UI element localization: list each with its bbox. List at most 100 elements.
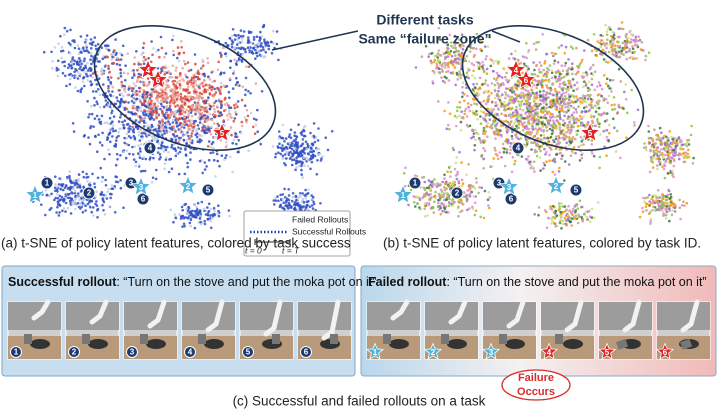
scatter-dot bbox=[65, 29, 69, 33]
scatter-dot bbox=[158, 125, 161, 128]
scatter-dot bbox=[459, 210, 462, 214]
scatter-dot bbox=[249, 111, 253, 115]
scatter-dot bbox=[597, 106, 601, 110]
scatter-dot bbox=[551, 82, 554, 86]
scatter-dot bbox=[195, 94, 199, 97]
scatter-dot bbox=[491, 127, 494, 130]
scatter-dot bbox=[89, 69, 93, 73]
scatter-dot bbox=[216, 110, 220, 113]
scatter-dot bbox=[482, 116, 485, 120]
scatter-dot bbox=[94, 134, 97, 138]
scatter-dot bbox=[642, 196, 645, 200]
scatter-dot bbox=[131, 153, 135, 156]
scatter-dot bbox=[213, 107, 216, 111]
scatter-dot bbox=[111, 90, 114, 93]
scatter-dot bbox=[143, 81, 146, 85]
scatter-dot bbox=[194, 62, 197, 66]
scatter-dot bbox=[444, 55, 447, 59]
scatter-dot bbox=[62, 200, 66, 203]
scatter-dot bbox=[533, 95, 536, 99]
scatter-dot bbox=[461, 182, 465, 185]
scatter-dot bbox=[97, 88, 100, 91]
scatter-dot bbox=[183, 101, 187, 105]
scatter-dot bbox=[90, 104, 93, 108]
scatter-dot bbox=[598, 99, 601, 103]
scatter-dot bbox=[475, 103, 479, 106]
scatter-dot bbox=[565, 135, 568, 139]
scatter-dot bbox=[106, 136, 109, 139]
scatter-dot bbox=[201, 96, 205, 100]
scatter-dot bbox=[666, 172, 670, 175]
scatter-dot bbox=[178, 74, 182, 78]
scatter-dot bbox=[127, 110, 130, 114]
scatter-dot bbox=[164, 158, 168, 161]
scatter-dot bbox=[453, 167, 457, 171]
scatter-dot bbox=[107, 78, 110, 82]
scatter-dot bbox=[139, 109, 143, 113]
scatter-dot bbox=[291, 158, 294, 162]
scatter-dot bbox=[580, 110, 584, 113]
scatter-dot bbox=[199, 220, 202, 224]
scatter-dot bbox=[141, 137, 144, 140]
scatter-dot bbox=[283, 162, 286, 165]
scatter-dot bbox=[672, 164, 676, 168]
scatter-dot bbox=[471, 185, 475, 188]
scatter-dot bbox=[172, 34, 175, 38]
scatter-dot bbox=[207, 158, 211, 162]
scatter-dot bbox=[113, 102, 117, 106]
scatter-dot bbox=[551, 113, 554, 116]
scatter-dot bbox=[240, 98, 244, 102]
scatter-dot bbox=[68, 188, 72, 191]
scatter-dot bbox=[163, 73, 166, 76]
scatter-dot bbox=[187, 85, 190, 89]
scatter-dot bbox=[75, 179, 78, 182]
scatter-dot bbox=[193, 53, 197, 56]
scatter-dot bbox=[192, 122, 195, 125]
scatter-dot bbox=[536, 111, 539, 114]
scatter-dot bbox=[216, 159, 219, 163]
scatter-dot bbox=[208, 107, 212, 111]
scatter-dot bbox=[64, 74, 67, 78]
scatter-dot bbox=[165, 156, 168, 159]
scatter-dot bbox=[96, 102, 99, 106]
scatter-dot bbox=[188, 109, 191, 112]
scatter-dot bbox=[308, 205, 312, 209]
scatter-dot bbox=[233, 38, 237, 41]
scatter-dot bbox=[674, 151, 677, 154]
scatter-dot bbox=[86, 175, 90, 179]
scatter-dot bbox=[468, 192, 472, 196]
scatter-dot bbox=[489, 107, 493, 111]
scatter-dot bbox=[131, 145, 134, 149]
scatter-dot bbox=[219, 81, 223, 85]
scatter-dot bbox=[56, 190, 59, 193]
scatter-dot bbox=[237, 148, 241, 152]
scatter-dot bbox=[494, 104, 498, 107]
scatter-dot bbox=[463, 92, 466, 96]
scatter-dot bbox=[123, 119, 127, 122]
scatter-dot bbox=[141, 51, 145, 55]
scatter-dot bbox=[662, 146, 666, 150]
scatter-dot bbox=[176, 56, 179, 60]
scatter-dot bbox=[471, 205, 474, 209]
scatter-dot bbox=[663, 164, 667, 168]
scatter-dot bbox=[673, 210, 677, 213]
scatter-dot bbox=[174, 69, 178, 72]
scatter-dot bbox=[74, 67, 77, 71]
scatter-dot bbox=[160, 141, 164, 145]
scatter-dot bbox=[150, 99, 153, 103]
scatter-dot bbox=[656, 154, 659, 158]
scatter-dot bbox=[118, 89, 121, 92]
scatter-dot bbox=[624, 98, 628, 101]
scatter-dot bbox=[203, 74, 206, 78]
scatter-dot bbox=[182, 126, 186, 129]
scatter-dot bbox=[202, 79, 206, 82]
scatter-dot bbox=[84, 204, 87, 208]
scatter-dot bbox=[639, 48, 643, 51]
scatter-dot bbox=[101, 57, 104, 61]
scatter-dot bbox=[691, 162, 695, 165]
scatter-dot bbox=[72, 187, 75, 190]
scatter-dot bbox=[455, 71, 459, 75]
scatter-dot bbox=[540, 122, 544, 125]
scatter-dot bbox=[156, 132, 160, 136]
scatter-dot bbox=[137, 144, 140, 147]
